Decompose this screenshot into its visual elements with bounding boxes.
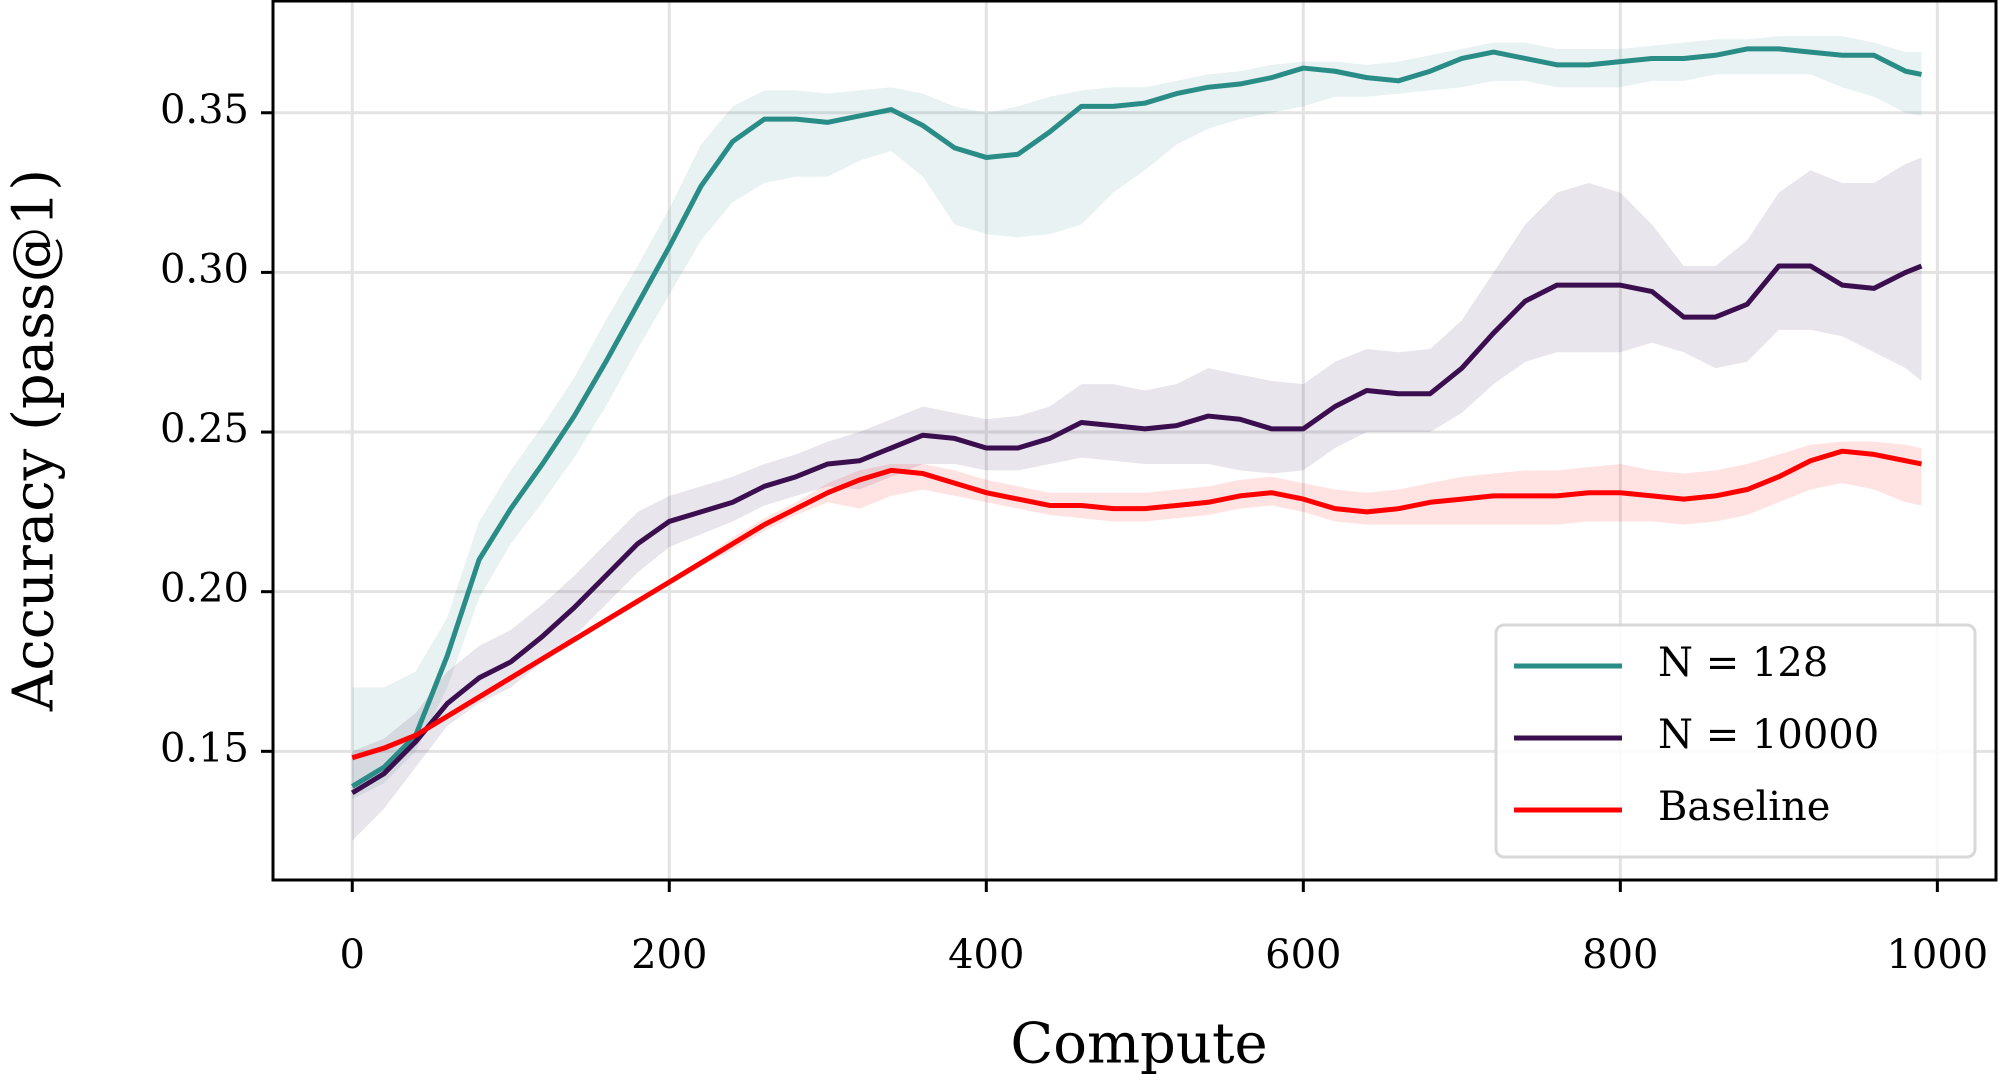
legend-box — [1494, 623, 1977, 859]
x-tick-label: 600 — [1265, 932, 1341, 978]
y-tick-label: 0.15 — [160, 725, 249, 771]
grid — [273, 1, 1996, 880]
x-axis-label: Compute — [1010, 1012, 1267, 1077]
x-tick-label: 800 — [1582, 932, 1658, 978]
confidence-band — [352, 157, 1922, 841]
plot-frame — [271, 0, 1998, 882]
x-tick-label: 400 — [948, 932, 1024, 978]
y-tick-label: 0.20 — [160, 566, 249, 612]
legend-label: N = 10000 — [1658, 712, 1879, 758]
y-tick-label: 0.25 — [160, 406, 249, 452]
series-line — [350, 46, 1922, 789]
y-tick-label: 0.30 — [160, 246, 249, 292]
confidence-band — [352, 441, 1922, 761]
legend-label: Baseline — [1658, 784, 1830, 830]
legend-label: N = 128 — [1658, 640, 1828, 686]
x-tick-label: 200 — [631, 932, 707, 978]
x-tick-label: 1000 — [1886, 932, 1988, 978]
x-tick-label: 0 — [340, 932, 365, 978]
y-axis-label: Accuracy (pass@1) — [2, 169, 67, 712]
series-line — [350, 263, 1923, 795]
series-line — [351, 448, 1922, 761]
y-tick-label: 0.35 — [160, 87, 249, 133]
